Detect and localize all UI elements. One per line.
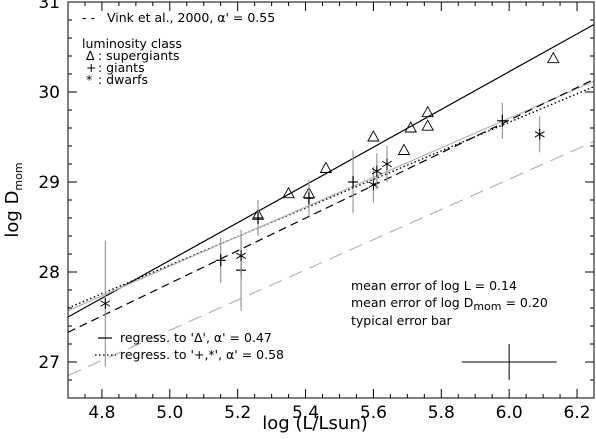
data-points	[100, 51, 560, 367]
y-tick-label-2: 29	[38, 173, 60, 193]
error-annotation: mean error of log L = 0.14 mean error of…	[351, 278, 548, 328]
legend-bottom: regress. to 'Δ', α' = 0.47 regress. to '…	[95, 330, 284, 362]
y-tick-label-0: 27	[38, 353, 60, 373]
dwarfs-point-4	[381, 146, 393, 182]
y-axis-title-sub: mom	[12, 162, 25, 190]
typical-error-label: typical error bar	[351, 313, 453, 328]
supergiants-point-1	[282, 186, 295, 199]
typical-error-bar	[461, 344, 557, 380]
triangle-marker	[367, 130, 380, 142]
x-tick-label-7: 6.2	[564, 403, 591, 423]
line-4	[68, 140, 594, 377]
line-3	[68, 78, 594, 333]
legend-giants: : giants	[98, 60, 145, 75]
legend-vink-dash: - -	[82, 10, 95, 25]
triangle-marker	[397, 143, 411, 155]
y-axis-title: log Dmom	[2, 162, 25, 237]
dwarfs-point-0	[100, 240, 111, 367]
legend-vink: Vink et al., 2000, α' = 0.55	[107, 10, 275, 25]
triangle-marker	[421, 119, 434, 131]
supergiants-point-9	[547, 51, 560, 64]
legend-dwarfs-symbol: *	[86, 72, 92, 87]
line-0	[68, 23, 594, 318]
supergiants-point-5	[397, 143, 411, 155]
triangle-marker	[282, 186, 295, 199]
mean-error-logD: mean error of log Dmom = 0.20	[351, 295, 548, 313]
supergiants-point-4	[367, 130, 380, 142]
svg-text:log Dmom: log Dmom	[2, 162, 25, 237]
legend-reg-sg: regress. to 'Δ', α' = 0.47	[120, 330, 272, 345]
legend-supergiants: : supergiants	[98, 48, 180, 63]
star-marker-arm	[534, 131, 545, 138]
giants-point-0	[215, 237, 226, 283]
triangle-marker	[404, 121, 418, 133]
x-tick-label-5: 5.8	[428, 403, 455, 423]
axis-ticks: 4.8 5.0 5.2 5.4 5.6 5.8 6.0 6.2 27 28 29 30 31	[38, 0, 595, 423]
dwarfs-point-5	[534, 116, 545, 153]
x-tick-label-6: 6.0	[496, 403, 523, 423]
dwarfs-point-3	[371, 153, 382, 190]
supergiants-point-3	[319, 161, 333, 173]
legend-dwarfs: : dwarfs	[98, 72, 148, 87]
star-marker-arm	[381, 160, 393, 168]
legend-class-title: luminosity class	[82, 36, 182, 51]
y-tick-label-3: 30	[38, 83, 60, 103]
dwarfs-point-1	[236, 233, 247, 279]
y-axis-title-main: log D	[2, 191, 23, 238]
x-tick-label-2: 5.2	[224, 403, 251, 423]
mean-error-logD-sub: mom	[473, 300, 501, 313]
mean-error-logD-value: = 0.20	[502, 295, 548, 310]
giants-point-2	[253, 200, 264, 236]
star-marker-arm	[371, 168, 382, 175]
x-tick-label-4: 5.6	[360, 403, 387, 423]
legend-top: - - Vink et al., 2000, α' = 0.55 luminos…	[82, 10, 275, 87]
triangle-marker	[319, 161, 333, 173]
x-tick-label-0: 4.8	[88, 403, 115, 423]
giants-point-5	[497, 102, 508, 139]
y-tick-label-1: 28	[38, 263, 60, 283]
star-marker-arm	[100, 300, 111, 307]
line-1	[68, 85, 594, 309]
supergiants-point-6	[404, 121, 418, 133]
mean-error-logD-main: mean error of log D	[351, 295, 473, 310]
mean-error-logL: mean error of log L = 0.14	[351, 278, 517, 293]
star-marker-arm	[236, 252, 247, 259]
x-tick-label-1: 5.0	[156, 403, 183, 423]
regression-lines	[68, 23, 594, 377]
triangle-marker	[547, 51, 560, 64]
giants-point-3	[303, 180, 314, 217]
legend-giants-symbol: +	[86, 60, 96, 75]
supergiants-point-7	[421, 105, 434, 118]
legend-reg-gd: regress. to '+,*', α' = 0.58	[120, 347, 284, 362]
giants-point-4	[348, 150, 359, 214]
x-axis-title: log (L/Lsun)	[262, 413, 368, 434]
line-2	[68, 80, 594, 312]
y-tick-label-4: 31	[38, 0, 60, 13]
legend-supergiants-symbol: Δ	[86, 48, 95, 63]
x-tick-label-3: 5.4	[292, 403, 319, 423]
supergiants-point-8	[421, 119, 434, 131]
triangle-marker	[421, 105, 434, 118]
